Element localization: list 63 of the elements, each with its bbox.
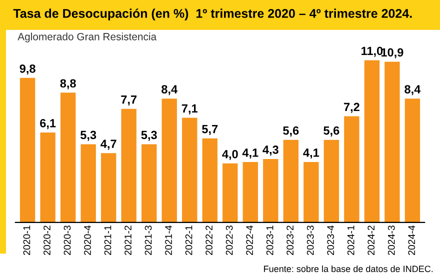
data-label: 7,2 <box>344 102 360 113</box>
bar <box>20 78 36 222</box>
x-tick-label: 2021-4 <box>165 225 172 255</box>
data-label: 5,6 <box>283 126 299 136</box>
data-label: 4,7 <box>100 140 116 150</box>
x-tick-label: 2022-3 <box>226 226 233 255</box>
x-tick-label: 2024-1 <box>347 226 354 255</box>
x-tick-label: 2024-3 <box>388 226 395 255</box>
data-label: 4,0 <box>222 150 238 160</box>
x-tick-label: 2022-1 <box>185 226 192 255</box>
x-tick-label: 2022-4 <box>246 225 253 255</box>
data-label: 5,7 <box>202 125 218 135</box>
data-label: 8,4 <box>404 85 421 96</box>
bar <box>324 140 340 222</box>
x-tick-label: 2020-1 <box>23 226 30 255</box>
bar <box>202 138 218 222</box>
bar <box>364 60 380 222</box>
data-label: 4,3 <box>262 146 278 156</box>
data-label: 7,1 <box>182 104 198 114</box>
x-tick-label: 2020-2 <box>44 226 50 255</box>
x-tick-label: 2024-4 <box>408 225 416 255</box>
chart-title: Tasa de Desocupación (en %) 1º trimestre 2020 – 4º trimestre 2024. <box>13 8 412 20</box>
data-label: 5,3 <box>80 130 96 141</box>
bar <box>263 159 278 222</box>
bar <box>60 92 76 222</box>
chart-subtitle: Aglomerado Gran Resistencia <box>18 32 157 42</box>
data-label: 8,8 <box>60 79 76 90</box>
data-label: 7,7 <box>121 96 137 106</box>
data-label: 5,3 <box>141 130 157 141</box>
x-tick-label: 2024-2 <box>368 226 375 255</box>
bar <box>242 162 258 222</box>
bar <box>182 118 198 222</box>
data-label: 4,1 <box>303 148 320 159</box>
data-label: 10,9 <box>381 48 404 58</box>
x-tick-label: 2022-2 <box>206 226 212 255</box>
bar <box>40 132 56 222</box>
x-tick-label: 2020-4 <box>84 225 91 255</box>
x-tick-label: 2023-2 <box>286 226 294 255</box>
data-label: 5,6 <box>324 126 340 136</box>
bar <box>304 162 319 222</box>
source-note: Fuente: sobre la base de datos de INDEC. <box>264 265 433 272</box>
bar <box>283 140 298 222</box>
bar <box>222 163 238 222</box>
bar <box>162 98 177 222</box>
bar <box>100 153 116 222</box>
x-tick-label: 2020-3 <box>64 226 71 255</box>
bar <box>384 62 400 222</box>
bar <box>80 144 96 222</box>
data-label: 6,1 <box>40 119 56 130</box>
bar <box>344 116 360 222</box>
x-tick-label: 2023-4 <box>327 225 334 255</box>
data-label: 9,8 <box>20 64 36 75</box>
bar <box>121 108 136 222</box>
bar <box>142 144 157 222</box>
bar <box>404 98 420 222</box>
x-tick-label: 2021-2 <box>124 226 132 255</box>
x-tick-label: 2021-1 <box>104 226 112 255</box>
x-tick-label: 2021-3 <box>144 226 152 255</box>
data-label: 8,4 <box>162 85 178 96</box>
x-tick-label: 2023-1 <box>266 226 274 255</box>
data-label: 11,0 <box>362 46 383 57</box>
x-tick-label: 2023-3 <box>306 226 314 255</box>
data-label: 4,1 <box>242 148 258 159</box>
